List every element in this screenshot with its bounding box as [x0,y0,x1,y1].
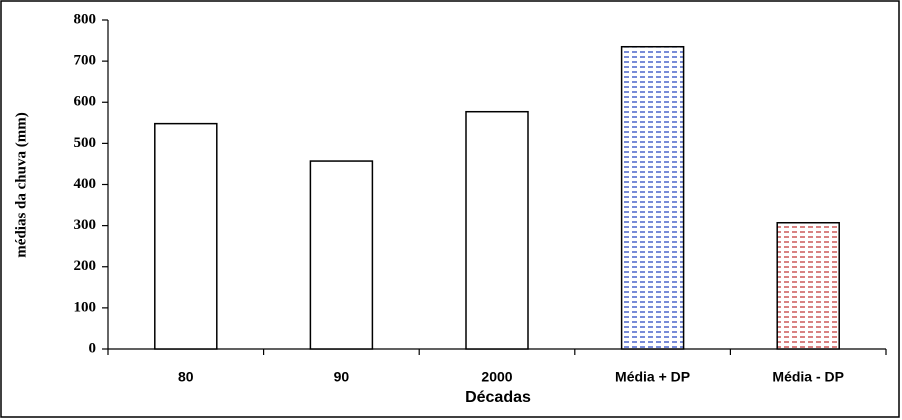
x-tick-label: Média + DP [615,369,690,385]
bar [309,160,374,350]
bar [154,122,218,350]
y-axis-title: médias da chuva (mm) [13,112,29,257]
y-tick-label: 800 [74,11,97,27]
bar [776,221,840,350]
y-tick-label: 500 [74,135,97,151]
y-tick-label: 600 [74,94,97,110]
x-tick-label: 80 [178,369,194,385]
y-tick-label: 200 [74,258,97,274]
y-tick-label: 100 [74,299,97,315]
y-tick-label: 700 [74,53,97,69]
x-tick-label: 2000 [481,369,512,385]
y-tick-label: 300 [74,217,97,233]
x-tick-label: Média - DP [772,369,844,385]
x-axis-title: Décadas [465,389,531,406]
bar [620,45,685,350]
bar [465,110,529,350]
y-tick-label: 0 [89,340,97,356]
x-tick-label: 90 [334,369,350,385]
y-tick-label: 400 [74,176,97,192]
